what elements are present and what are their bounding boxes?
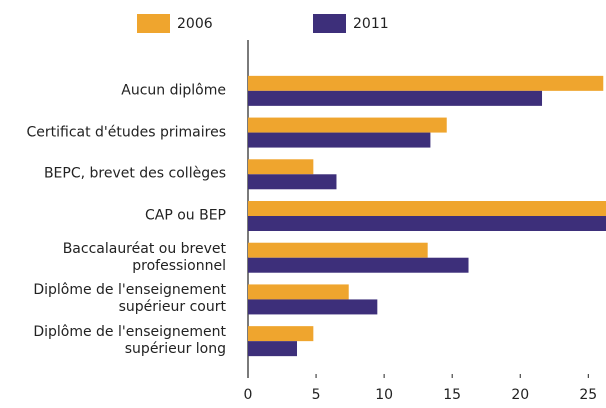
bar [248, 257, 469, 273]
bar [248, 242, 428, 258]
bar [248, 75, 604, 91]
category-label: CAP ou BEP [144, 207, 226, 224]
bar [248, 159, 314, 175]
x-tick-label: 5 [312, 387, 321, 403]
legend-swatch [313, 14, 346, 33]
bar [248, 201, 606, 216]
x-tick-label: 10 [375, 387, 393, 403]
bar [248, 132, 431, 148]
legend-label: 2006 [177, 16, 213, 32]
category-label: Certificat d'études primaires [26, 124, 226, 141]
category-label: Diplôme de l'enseignement supérieur cour… [33, 282, 226, 316]
legend-label: 2011 [353, 16, 389, 32]
x-tick-label: 0 [244, 387, 253, 403]
bar [248, 174, 337, 190]
category-label: Aucun diplôme [121, 82, 226, 99]
x-tick-label: 20 [511, 387, 529, 403]
x-tick-label: 15 [443, 387, 461, 403]
bar [248, 299, 378, 315]
bar [248, 216, 606, 231]
x-tick-label: 25 [579, 387, 597, 403]
category-label: Baccalauréat ou brevet professionnel [62, 240, 226, 274]
category-label: BEPC, brevet des collèges [43, 165, 226, 182]
category-label: Diplôme de l'enseignement supérieur long [33, 324, 226, 358]
bar [248, 326, 314, 342]
bar [248, 284, 349, 300]
bar [248, 90, 543, 106]
legend-swatch [137, 14, 170, 33]
bar [248, 117, 447, 133]
bar [248, 341, 298, 357]
